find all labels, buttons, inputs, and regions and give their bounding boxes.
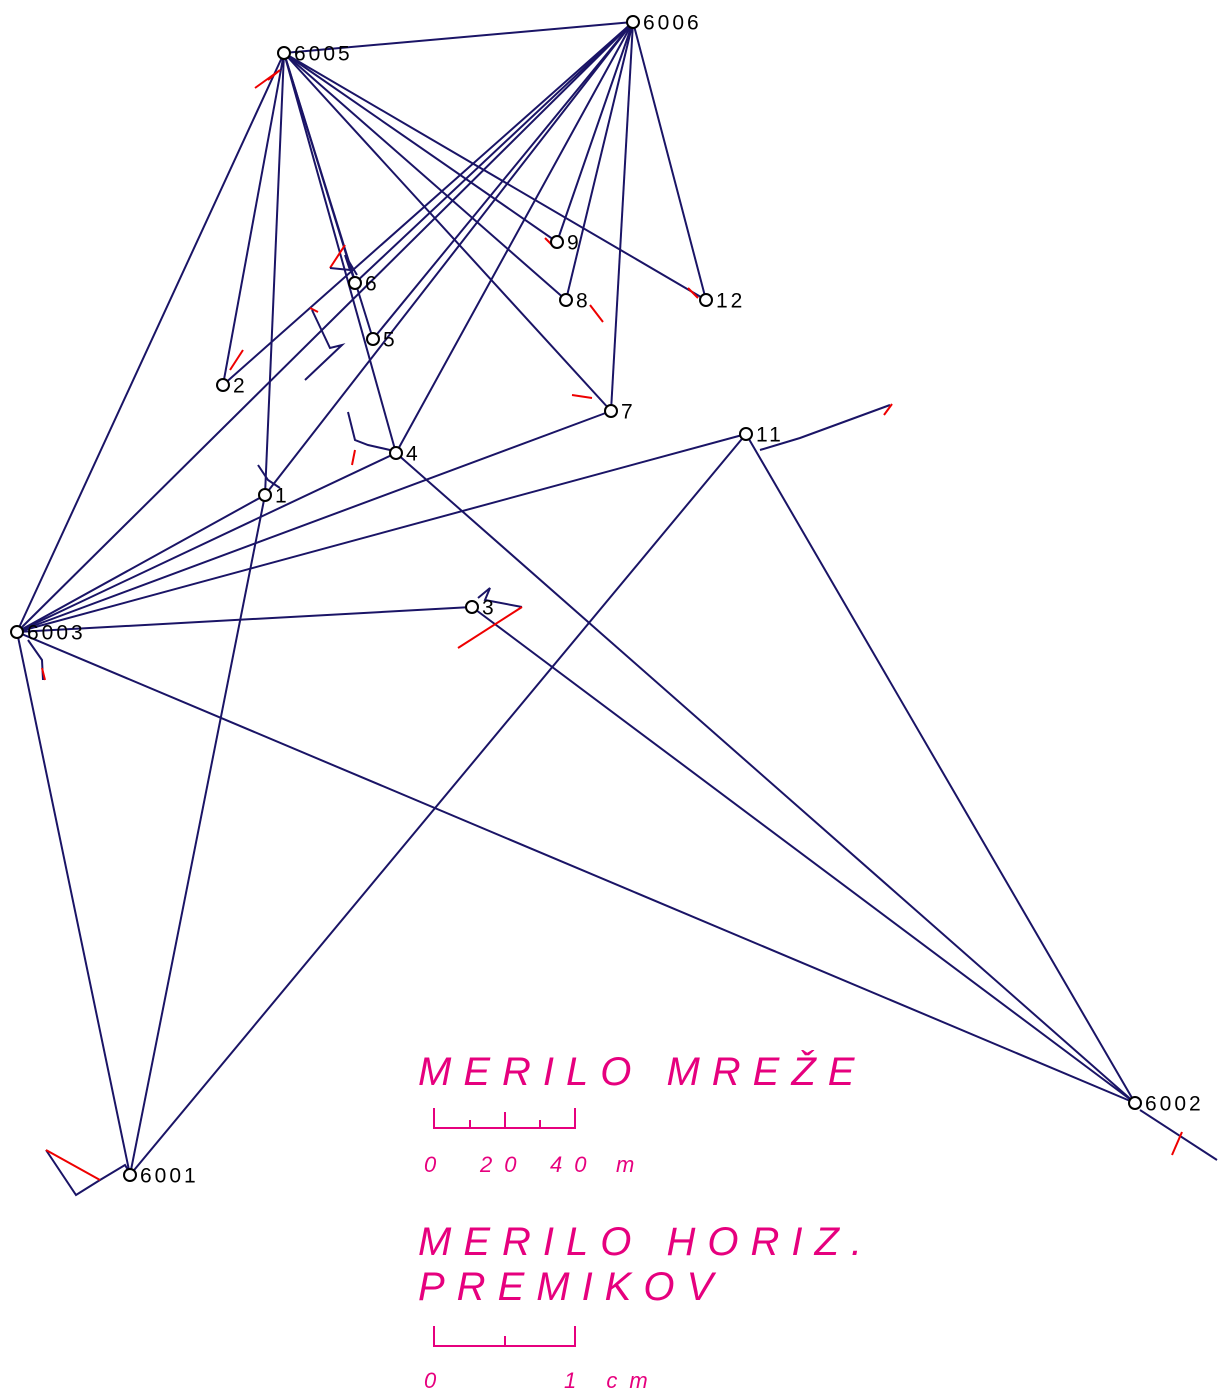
node-label: 11 (756, 424, 784, 447)
displacement (229, 349, 244, 371)
node-label: 2 (233, 375, 248, 398)
legend-title: MERILO HORIZ. (418, 1220, 874, 1264)
node-label: 6003 (27, 622, 86, 645)
scale-label: 0 (424, 1368, 448, 1393)
edge (16, 21, 634, 633)
edge (283, 52, 374, 340)
node (348, 276, 362, 290)
edge (283, 52, 707, 301)
displacement (1171, 1131, 1183, 1156)
node (258, 488, 272, 502)
scale-label: m (616, 1152, 646, 1177)
node (366, 332, 380, 346)
node (216, 378, 230, 392)
node (559, 293, 573, 307)
edge (16, 494, 266, 633)
node (123, 1168, 137, 1182)
displacement (883, 403, 893, 416)
node-label: 1 (275, 485, 290, 508)
edge (632, 21, 707, 301)
ellipse (347, 411, 391, 451)
edge (16, 452, 397, 633)
edge (283, 52, 558, 243)
node-label: 6002 (1145, 1093, 1204, 1116)
node-label: 4 (406, 443, 421, 466)
edge (395, 21, 634, 454)
edge (395, 452, 1136, 1104)
scale-label: 1 cm (564, 1368, 660, 1393)
displacement (329, 244, 346, 269)
node (604, 404, 618, 418)
edge (222, 21, 634, 386)
displacement (351, 449, 356, 466)
displacement (687, 287, 699, 299)
edge (16, 52, 285, 633)
ellipse (27, 639, 44, 681)
nodes: 6006 6005 6003 6001 6002 9 8 12 6 5 2 7 11 4 1 3 (10, 12, 1204, 1188)
edge (556, 21, 634, 243)
edge (264, 21, 634, 496)
ellipse (329, 254, 358, 276)
edge (222, 52, 285, 386)
ellipse (1139, 1109, 1218, 1161)
node (550, 235, 564, 249)
displacement (41, 667, 46, 681)
ellipse (477, 587, 523, 608)
node (739, 427, 753, 441)
displacement (254, 69, 281, 89)
displacement-marks (27, 69, 1218, 1197)
edge (129, 494, 266, 1176)
node (10, 625, 24, 639)
displacement (571, 394, 593, 399)
node-label: 3 (482, 597, 497, 620)
edge (372, 21, 634, 340)
node-label: 8 (576, 290, 591, 313)
edge (745, 433, 1136, 1104)
edge (610, 21, 634, 412)
edge (471, 606, 1136, 1104)
edge (16, 631, 1136, 1104)
edge (283, 52, 567, 301)
scale-label: 40 (550, 1152, 598, 1177)
legend-title: PREMIKOV (418, 1265, 725, 1309)
edges (16, 21, 1136, 1176)
edge (129, 433, 747, 1176)
node-label: 6001 (140, 1165, 199, 1188)
legend-title: MERILO MREŽE (418, 1049, 866, 1094)
displacement (45, 1149, 101, 1181)
ellipse (304, 309, 346, 381)
node (277, 46, 291, 60)
edge (565, 21, 634, 301)
node (1128, 1096, 1142, 1110)
node-label: 9 (567, 232, 582, 255)
displacement (457, 606, 523, 649)
edge (283, 52, 612, 412)
ellipse (759, 404, 891, 451)
edge (354, 21, 634, 284)
node (626, 15, 640, 29)
node-label: 12 (716, 290, 745, 313)
edge (16, 433, 747, 633)
node-label: 7 (621, 401, 636, 424)
node-label: 5 (383, 329, 398, 352)
node (699, 293, 713, 307)
node (389, 446, 403, 460)
node-label: 6005 (294, 43, 353, 66)
displacement (589, 304, 604, 323)
edge (283, 21, 634, 54)
scale-label: 20 (479, 1152, 528, 1177)
edge (264, 52, 285, 496)
scale-label: 0 (424, 1152, 448, 1177)
edge (16, 606, 473, 633)
displacement (309, 307, 319, 313)
legend: MERILO MREŽE 0 20 40 m MERILO HORIZ. PRE… (418, 1049, 874, 1393)
edge (16, 410, 612, 633)
ellipse (257, 464, 281, 489)
edge (16, 631, 131, 1176)
node-label: 6006 (643, 12, 702, 35)
node-label: 6 (365, 273, 380, 296)
node (465, 600, 479, 614)
